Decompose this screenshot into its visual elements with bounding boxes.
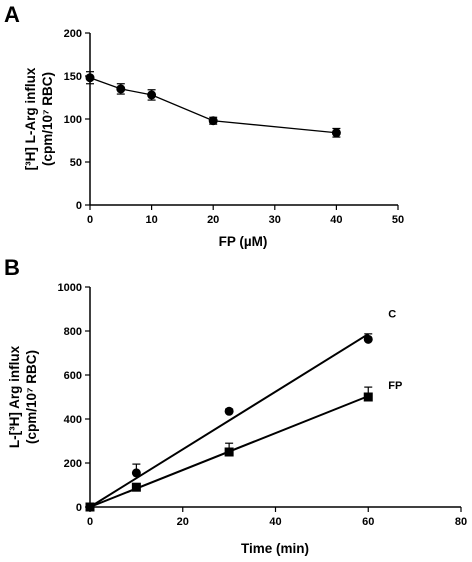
panel-a-x-tick-label: 50 — [392, 214, 404, 226]
panel-a-y-axis-title-line-2: (cpm/10⁷ RBC) — [40, 72, 55, 166]
panel-b-x-tick-label: 0 — [87, 516, 93, 528]
panel-b-x-tick-label: 80 — [455, 516, 467, 528]
panel-b-x-tick-label: 40 — [269, 516, 281, 528]
panel-a-series-0-point — [116, 84, 126, 94]
panel-b-series-c-label: C — [388, 308, 396, 320]
panel-a-series-0-point — [331, 128, 341, 138]
panel-a-x-tick-label: 20 — [207, 214, 219, 226]
panel-b-series-c-point — [131, 468, 141, 478]
panel-b-series-c-point — [363, 334, 373, 344]
panel-b-y-axis-title-line-2: (cpm/10⁷ RBC) — [24, 350, 39, 444]
panel-b-y-tick-label: 0 — [76, 502, 82, 514]
panel-a-series-0-point — [208, 116, 218, 126]
panel-b-series-c-fit-line — [89, 333, 369, 508]
panel-a-y-axis-title-line-1: [³H] L-Arg influx — [23, 67, 38, 170]
panel-b-series-c-point — [224, 406, 234, 416]
panel-b-y-tick-label: 800 — [64, 326, 82, 338]
panel-a-x-tick-label: 10 — [145, 214, 157, 226]
panel-b-y-tick-label: 400 — [64, 414, 82, 426]
panel-b-x-axis-title: Time (min) — [241, 541, 309, 556]
panel-a-y-tick-label: 50 — [70, 157, 82, 169]
panel-b-series-fp-label: FP — [388, 380, 402, 392]
panel-b-series-fp-point — [131, 482, 141, 492]
panel-a-x-tick-label: 40 — [330, 214, 342, 226]
panel-a: A 0 10 20 30 40 50 0 50 100 150 200 FP (µM) [³H] L… — [4, 2, 404, 249]
panel-a-y-tick-label: 0 — [76, 200, 82, 212]
panel-letter-a: A — [4, 2, 20, 27]
panel-b-x-tick-label: 20 — [177, 516, 189, 528]
panel-b-y-axis-title-line-1: L-[³H] Arg influx — [7, 345, 22, 448]
panel-a-plot-area: 0 10 20 30 40 50 0 50 100 150 200 — [64, 28, 404, 226]
panel-a-series-0-point — [85, 73, 95, 83]
panel-b-series-fp-point — [363, 392, 373, 402]
panel-a-x-axis-title: FP (µM) — [219, 234, 268, 249]
panel-b-y-tick-label: 200 — [64, 458, 82, 470]
panel-a-y-tick-label: 200 — [64, 28, 82, 40]
panel-b-y-tick-label: 1000 — [58, 282, 82, 294]
panel-b-x-tick-label: 60 — [362, 516, 374, 528]
panel-a-y-tick-label: 100 — [64, 114, 82, 126]
panel-b-y-tick-label: 600 — [64, 370, 82, 382]
panel-a-series-0-point — [147, 90, 157, 100]
panel-a-x-tick-label: 30 — [269, 214, 281, 226]
panel-b-series-fp-point — [224, 447, 234, 457]
panel-letter-b: B — [4, 255, 20, 280]
panel-b-series-fp-point — [85, 502, 95, 512]
panel-a-y-tick-label: 150 — [64, 71, 82, 83]
panel-a-x-tick-label: 0 — [87, 214, 93, 226]
